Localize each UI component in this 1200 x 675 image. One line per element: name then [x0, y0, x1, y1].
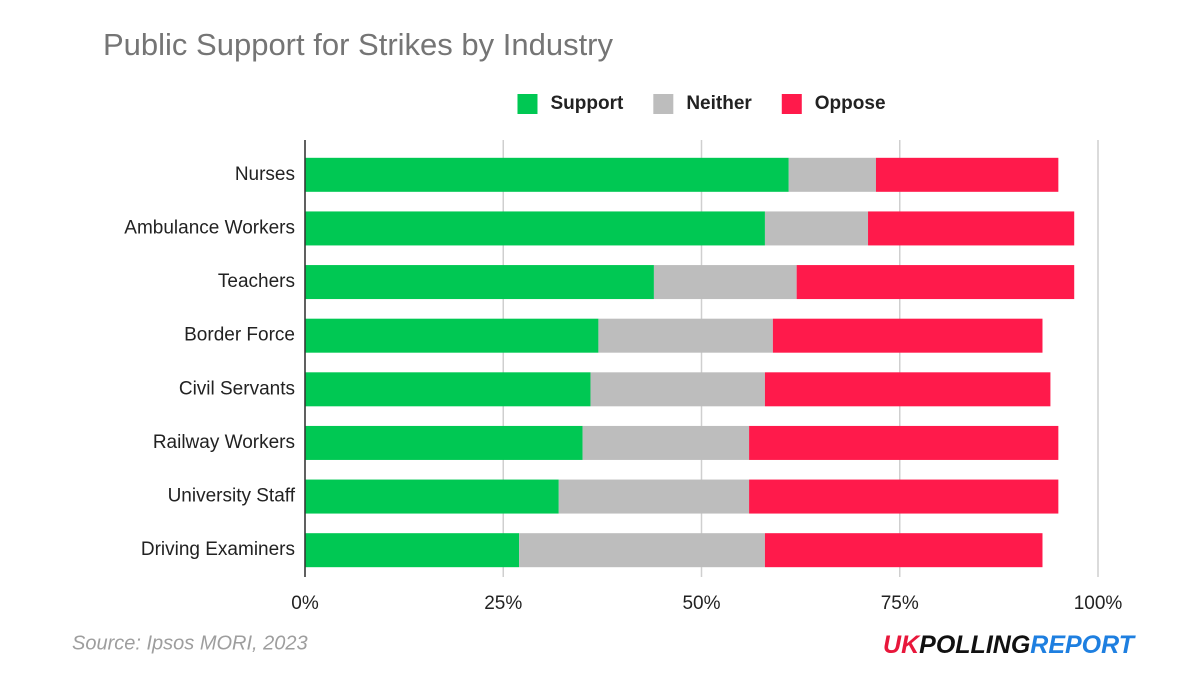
bar-segment [305, 265, 654, 300]
bar-segment [590, 372, 765, 407]
legend-label: Neither [686, 93, 752, 114]
logo: UKPOLLINGREPORT [883, 631, 1137, 659]
legend-swatch [517, 94, 538, 114]
x-tick-label: 100% [1074, 593, 1123, 614]
logo-part: POLLING [919, 631, 1030, 659]
logo-part: REPORT [1030, 631, 1136, 659]
bar-segment [519, 533, 765, 568]
bar-segment [788, 157, 876, 192]
bar-segment [764, 372, 1051, 407]
y-tick-label: University Staff [168, 486, 296, 507]
x-tick-label: 75% [881, 593, 919, 614]
legend-label: Oppose [815, 93, 886, 114]
legend-label: Support [550, 93, 623, 114]
bar-segment [749, 425, 1059, 460]
bar-segment [305, 425, 583, 460]
bar-segment [772, 318, 1043, 353]
bar-segment [305, 318, 599, 353]
y-tick-label: Nurses [235, 164, 295, 185]
bar-segment [875, 157, 1059, 192]
x-tick-label: 0% [291, 593, 319, 614]
bar-segment [653, 265, 797, 300]
y-tick-label: Railway Workers [153, 432, 295, 453]
bar-segment [749, 479, 1059, 514]
bar-segment [305, 533, 520, 568]
bar-segment [305, 479, 559, 514]
bar-segment [305, 211, 765, 246]
y-tick-label: Border Force [184, 325, 295, 346]
bar-segment [764, 533, 1043, 568]
bar-segment [868, 211, 1075, 246]
chart-title: Public Support for Strikes by Industry [103, 27, 614, 62]
y-tick-label: Ambulance Workers [124, 217, 295, 238]
bar-segment [582, 425, 750, 460]
legend-swatch [781, 94, 802, 114]
source: Source: Ipsos MORI, 2023 [72, 632, 308, 654]
bar-segment [598, 318, 773, 353]
y-tick-label: Civil Servants [179, 378, 295, 399]
bar-segment [764, 211, 869, 246]
bar-segment [796, 265, 1075, 300]
bar-segment [305, 157, 789, 192]
legend-swatch [653, 94, 674, 114]
y-tick-label: Teachers [218, 271, 295, 292]
x-tick-label: 50% [682, 593, 720, 614]
x-tick-label: 25% [484, 593, 522, 614]
y-tick-label: Driving Examiners [141, 539, 295, 560]
logo-part: UK [883, 631, 921, 659]
bar-segment [305, 372, 591, 407]
bar-segment [558, 479, 750, 514]
